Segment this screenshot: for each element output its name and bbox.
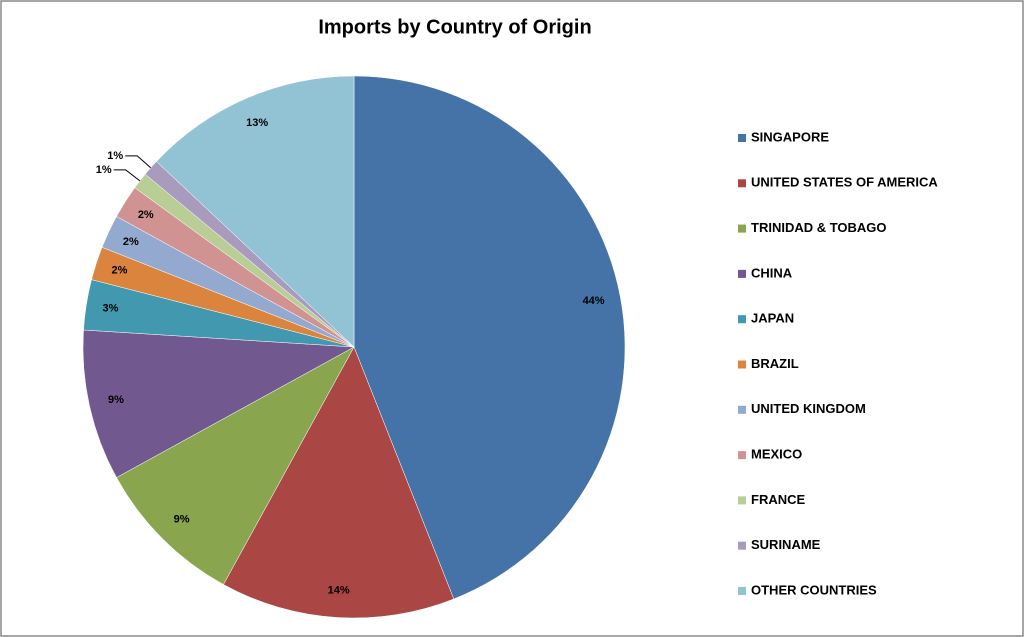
legend-swatch: [738, 179, 746, 188]
pie-slice: [223, 346, 455, 619]
legend-label: MEXICO: [751, 447, 802, 462]
legend-label: FRANCE: [751, 492, 805, 507]
legend-swatch: [738, 315, 746, 324]
legend-label: UNITED STATES OF AMERICA: [751, 175, 938, 190]
data-label: 14%: [328, 584, 350, 596]
legend-swatch: [738, 496, 746, 505]
legend-swatch: [738, 451, 746, 460]
chart-title: Imports by Country of Origin: [318, 16, 591, 38]
data-label: 2%: [123, 236, 139, 248]
legend-label: BRAZIL: [751, 356, 799, 371]
pie-slice: [353, 75, 626, 600]
data-label: 2%: [112, 265, 128, 277]
data-label: 9%: [108, 394, 124, 406]
leader-line: [125, 155, 152, 169]
legend-swatch: [738, 269, 746, 278]
data-label: 13%: [246, 117, 268, 129]
pie-slice: [116, 346, 355, 585]
legend-swatch: [738, 587, 746, 595]
legend-label: CHINA: [751, 265, 793, 280]
data-label: 9%: [174, 513, 190, 525]
legend-swatch: [738, 541, 746, 550]
legend-label: UNITED KINGDOM: [751, 401, 866, 416]
pie-slice: [82, 329, 355, 478]
data-label: 1%: [107, 150, 123, 162]
legend-label: SURINAME: [751, 537, 821, 552]
data-label: 3%: [102, 302, 118, 314]
legend-swatch: [738, 224, 746, 233]
legend-swatch: [738, 134, 746, 142]
leader-line: [113, 169, 141, 182]
data-label: 1%: [96, 164, 112, 176]
legend-label: OTHER COUNTRIES: [751, 582, 877, 597]
data-label: 44%: [583, 295, 605, 307]
legend-swatch: [738, 405, 746, 414]
pie-slice: [156, 75, 355, 348]
legend-label: SINGAPORE: [751, 129, 829, 144]
legend-label: JAPAN: [751, 311, 794, 326]
legend-label: TRINIDAD & TOBAGO: [751, 220, 887, 235]
legend-swatch: [738, 360, 746, 369]
data-label: 2%: [138, 209, 154, 221]
